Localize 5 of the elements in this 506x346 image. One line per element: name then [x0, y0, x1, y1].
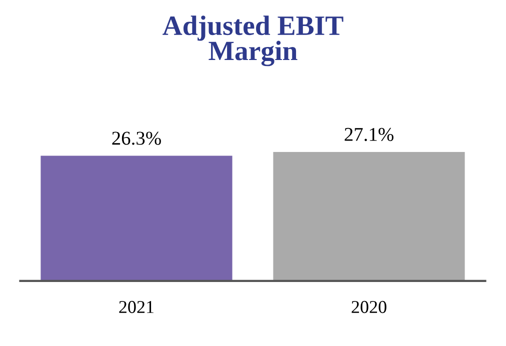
x-tick-label: 2021	[119, 300, 154, 314]
data-label: 27.1%	[344, 128, 394, 142]
data-label: 26.3%	[112, 132, 161, 145]
chart-title: Adjusted EBIT Margin	[162, 16, 344, 66]
x-tick-label: 2020	[352, 300, 386, 314]
